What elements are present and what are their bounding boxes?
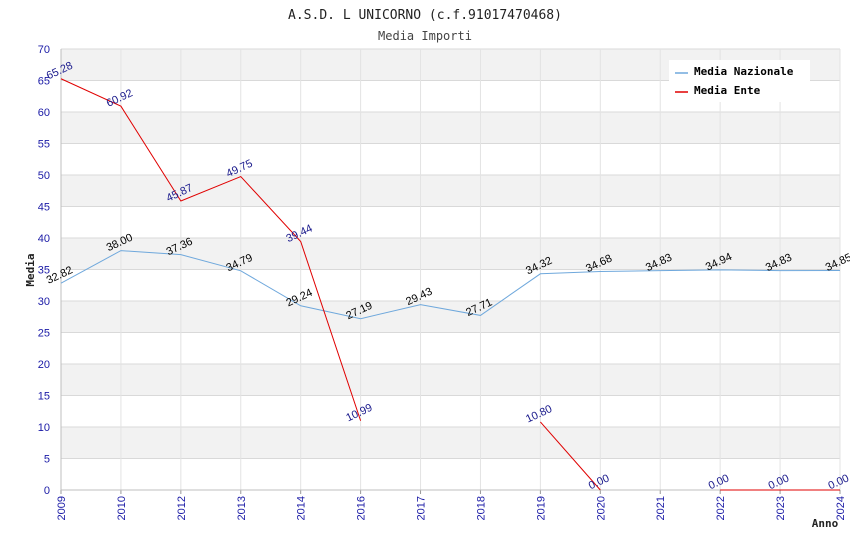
plot-band bbox=[61, 175, 840, 207]
plot-band bbox=[61, 112, 840, 144]
y-tick-label: 60 bbox=[38, 107, 50, 119]
x-tick-label: 2009 bbox=[56, 496, 68, 520]
x-tick-label: 2020 bbox=[595, 496, 607, 520]
legend-label-ente: Media Ente bbox=[694, 84, 761, 97]
y-tick-label: 65 bbox=[38, 76, 50, 88]
series-line-nazionale bbox=[60, 250, 841, 320]
plot-band bbox=[61, 364, 840, 396]
plot-band bbox=[61, 332, 840, 364]
y-tick-label: 20 bbox=[38, 359, 50, 371]
x-tick-label: 2012 bbox=[176, 496, 188, 520]
y-tick-label: 10 bbox=[38, 422, 50, 434]
x-tick-label: 2018 bbox=[475, 496, 487, 520]
x-tick-label: 2019 bbox=[535, 496, 547, 520]
y-tick-label: 25 bbox=[38, 328, 50, 340]
legend: Media Nazionale Media Ente bbox=[669, 60, 810, 102]
x-tick-label: 2024 bbox=[835, 496, 847, 520]
plot-background bbox=[61, 49, 840, 490]
x-tick-label: 2021 bbox=[655, 496, 667, 520]
x-tick-label: 2013 bbox=[236, 496, 248, 520]
y-axis-label: Media bbox=[24, 253, 37, 286]
y-axis-ticks: 0 5 10 15 20 25 30 35 40 45 50 55 60 65 70 bbox=[38, 44, 50, 497]
y-tick-label: 15 bbox=[38, 391, 50, 403]
chart-title: A.S.D. L UNICORNO (c.f.91017470468) bbox=[288, 8, 562, 23]
y-tick-label: 50 bbox=[38, 170, 50, 182]
y-tick-label: 35 bbox=[38, 265, 50, 277]
y-tick-label: 30 bbox=[38, 296, 50, 308]
y-tick-label: 70 bbox=[38, 44, 50, 56]
plot-band bbox=[61, 301, 840, 333]
plot-band bbox=[61, 238, 840, 270]
series-lines bbox=[60, 78, 841, 491]
x-tick-label: 2022 bbox=[715, 496, 727, 520]
y-tick-label: 55 bbox=[38, 139, 50, 151]
plot-band bbox=[61, 143, 840, 175]
plot-band bbox=[61, 427, 840, 459]
grid-lines bbox=[60, 48, 841, 494]
series-line-ente bbox=[540, 421, 601, 491]
y-tick-label: 0 bbox=[44, 485, 50, 497]
x-tick-label: 2014 bbox=[296, 496, 308, 520]
chart-subtitle: Media Importi bbox=[378, 29, 472, 43]
legend-box bbox=[669, 60, 810, 102]
plot-band bbox=[61, 395, 840, 427]
legend-label-nazionale: Media Nazionale bbox=[694, 65, 794, 78]
x-axis-label: Anno bbox=[812, 517, 839, 530]
x-tick-label: 2016 bbox=[356, 496, 368, 520]
y-tick-label: 5 bbox=[44, 454, 50, 466]
x-tick-label: 2023 bbox=[775, 496, 787, 520]
x-axis-ticks: 2009 2010 2012 2013 2014 2016 2017 2018 2019 2020… bbox=[56, 496, 847, 520]
y-tick-label: 40 bbox=[38, 233, 50, 245]
plot-band bbox=[61, 206, 840, 238]
plot-band bbox=[61, 458, 840, 490]
series-line-ente bbox=[60, 78, 362, 421]
x-tick-label: 2010 bbox=[116, 496, 128, 520]
plot-band bbox=[61, 269, 840, 301]
x-tick-label: 2017 bbox=[416, 496, 428, 520]
y-tick-label: 45 bbox=[38, 202, 50, 214]
